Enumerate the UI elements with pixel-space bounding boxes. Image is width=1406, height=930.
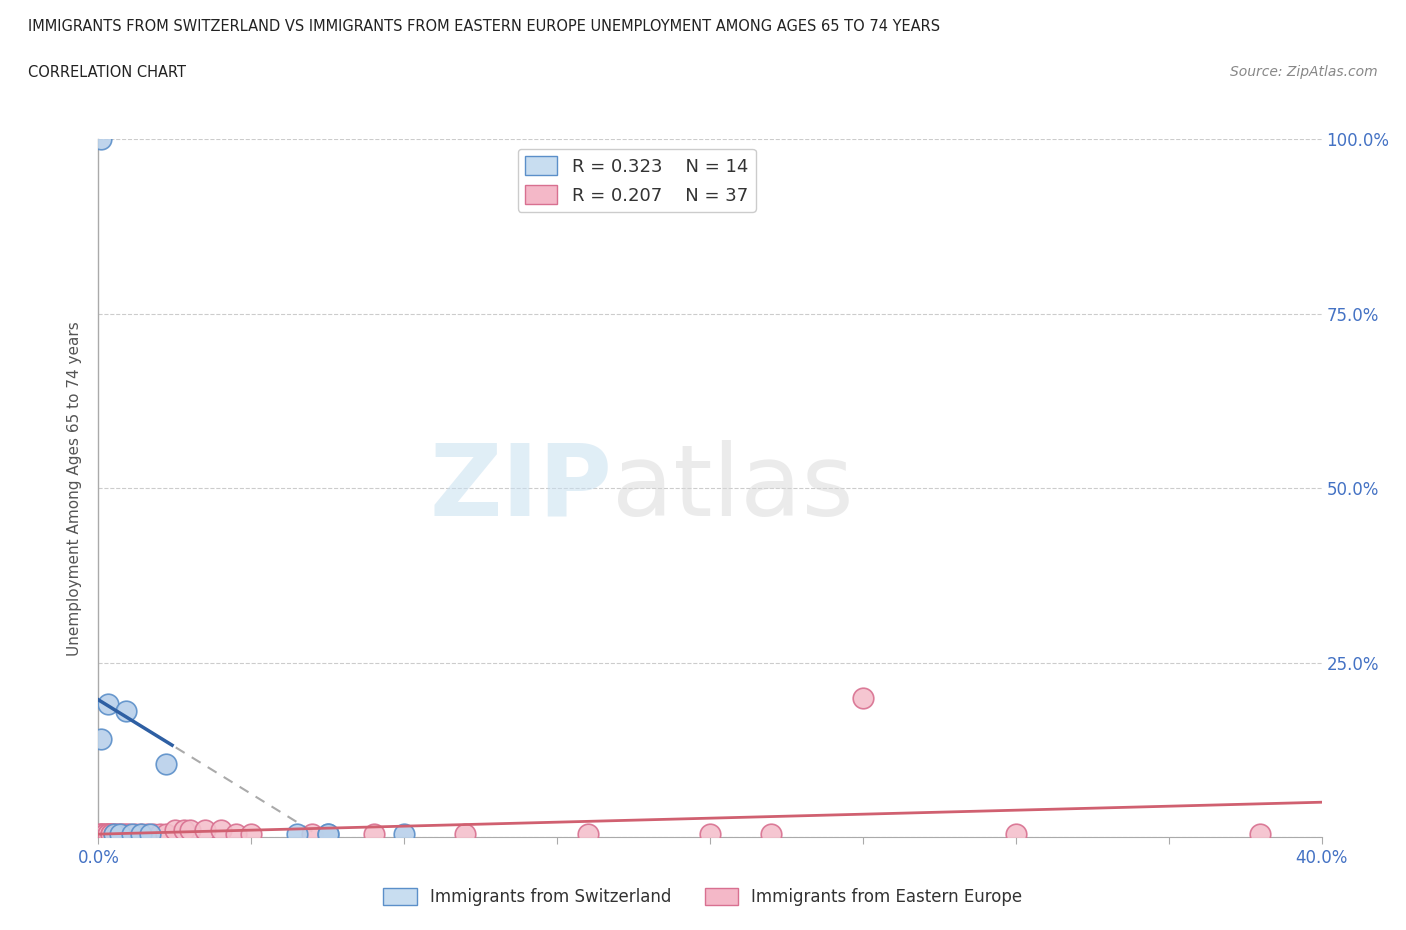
Point [111, 826, 134, 841]
Legend: R = 0.323    N = 14, R = 0.207    N = 37: R = 0.323 N = 14, R = 0.207 N = 37 [517, 149, 755, 212]
Point [105, 826, 128, 841]
Point [124, 826, 146, 841]
Text: CORRELATION CHART: CORRELATION CHART [28, 65, 186, 80]
Point [100, 826, 122, 841]
Point [759, 826, 782, 841]
Point [149, 826, 172, 841]
Text: atlas: atlas [612, 440, 853, 537]
Point [103, 826, 125, 841]
Point [129, 826, 152, 841]
Point [90, 826, 112, 841]
Point [363, 826, 385, 841]
Point [240, 826, 263, 841]
Point [301, 826, 323, 841]
Point [316, 826, 339, 841]
Point [285, 826, 308, 841]
Point [100, 826, 122, 841]
Point [209, 823, 232, 838]
Text: Source: ZipAtlas.com: Source: ZipAtlas.com [1230, 65, 1378, 79]
Point [163, 823, 186, 838]
Point [90, 732, 112, 747]
Point [115, 826, 138, 841]
Point [118, 826, 141, 841]
Point [179, 823, 201, 838]
Point [108, 826, 131, 841]
Point [97, 826, 120, 841]
Text: IMMIGRANTS FROM SWITZERLAND VS IMMIGRANTS FROM EASTERN EUROPE UNEMPLOYMENT AMONG: IMMIGRANTS FROM SWITZERLAND VS IMMIGRANT… [28, 19, 941, 33]
Point [454, 826, 477, 841]
Legend: Immigrants from Switzerland, Immigrants from Eastern Europe: Immigrants from Switzerland, Immigrants … [377, 881, 1029, 912]
Point [136, 826, 159, 841]
Point [93, 826, 115, 841]
Point [155, 826, 177, 841]
Point [173, 823, 195, 838]
Text: ZIP: ZIP [429, 440, 612, 537]
Point [108, 826, 131, 841]
Point [115, 704, 138, 719]
Point [93, 826, 115, 841]
Point [90, 132, 112, 147]
Point [103, 826, 125, 841]
Point [1249, 826, 1271, 841]
Point [316, 826, 339, 841]
Point [852, 690, 875, 705]
Point [90, 826, 112, 841]
Point [194, 823, 217, 838]
Point [576, 826, 599, 841]
Point [699, 826, 721, 841]
Point [129, 826, 152, 841]
Point [121, 826, 143, 841]
Point [90, 826, 112, 841]
Point [97, 698, 120, 712]
Point [155, 756, 177, 771]
Point [225, 826, 247, 841]
Point [1004, 826, 1026, 841]
Point [97, 826, 120, 841]
Y-axis label: Unemployment Among Ages 65 to 74 years: Unemployment Among Ages 65 to 74 years [67, 321, 83, 656]
Point [139, 826, 162, 841]
Point [142, 826, 165, 841]
Point [392, 826, 416, 841]
